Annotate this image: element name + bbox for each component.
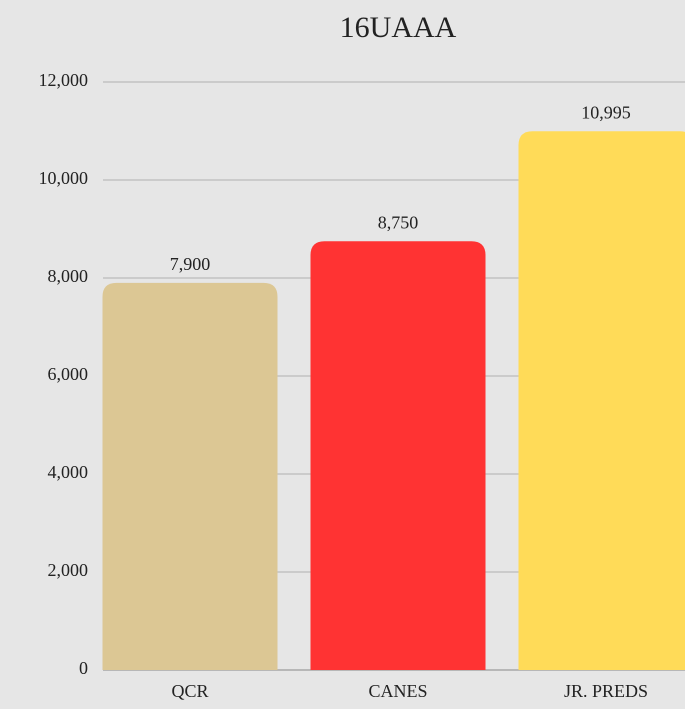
- x-tick-label: QCR: [171, 681, 208, 701]
- bar: [518, 131, 685, 670]
- x-tick-label: JR. PREDS: [564, 681, 648, 701]
- y-tick-label: 0: [79, 658, 88, 678]
- y-tick-label: 8,000: [48, 266, 89, 286]
- y-tick-label: 4,000: [48, 462, 89, 482]
- y-tick-label: 10,000: [39, 168, 89, 188]
- bar: [310, 241, 486, 670]
- chart-title: 16UAAA: [340, 11, 457, 44]
- y-tick-label: 2,000: [48, 560, 89, 580]
- y-tick-label: 12,000: [39, 70, 89, 90]
- y-tick-label: 6,000: [48, 364, 89, 384]
- bar: [102, 282, 278, 670]
- value-label: 10,995: [581, 102, 631, 122]
- x-tick-label: CANES: [368, 681, 427, 701]
- value-label: 7,900: [170, 254, 211, 274]
- value-label: 8,750: [378, 212, 419, 232]
